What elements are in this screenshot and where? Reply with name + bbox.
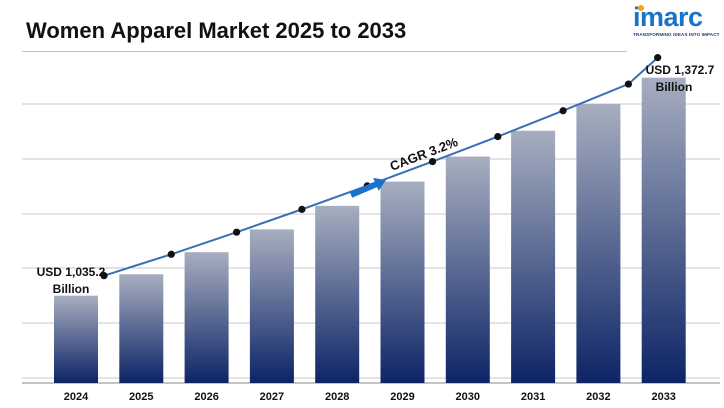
x-tick-label: 2026 [194,391,218,403]
x-tick-label: 2025 [129,391,153,403]
bar-2026 [184,252,229,383]
cagr-arrow-icon [373,177,386,191]
x-tick-label: 2030 [456,391,480,403]
trend-marker-2033 [654,54,662,62]
trend-marker-2031 [559,107,567,115]
x-tick-label: 2024 [64,391,89,403]
start-unit-label: Billion [53,282,90,296]
chart-title: Women Apparel Market 2025 to 2033 [26,18,407,43]
logo-dot-icon [638,5,644,11]
trend-marker-2026 [233,228,241,236]
logo-tagline: TRANSFORMING IDEAS INTO IMPACT [633,32,720,37]
x-tick-label: 2031 [521,391,545,403]
end-unit-label: Billion [656,80,693,94]
bar-2027 [249,229,294,383]
logo-wordmark: imarc [633,2,703,32]
trend-marker-2029 [428,157,437,166]
bar-2024 [54,295,98,383]
x-tick-label: 2027 [260,391,284,403]
bar-2033 [641,77,686,383]
trend-marker-2027 [298,205,306,213]
imarc-logo: imarc TRANSFORMING IDEAS INTO IMPACT [633,2,720,40]
bars [54,77,686,384]
bar-2030 [445,156,490,383]
bar-2025 [119,274,164,383]
bar-2029 [380,181,425,383]
trend-marker-2025 [167,250,175,258]
cagr-arrow-shaft [349,179,382,198]
end-value-label: USD 1,372.7 [646,63,715,77]
title-divider [22,51,627,52]
trend-marker-2024 [100,272,108,280]
x-tick-label: 2028 [325,391,349,403]
trend-polyline [103,56,659,277]
x-tick-label: 2029 [390,391,414,403]
x-tick-label: 2033 [651,391,675,403]
trend-marker-2032 [624,80,633,88]
tick-labels: 2024 2025 2026 2027 2028 2029 2030 2031 2032 2033 [64,391,676,403]
x-tick-label: 2032 [586,391,610,403]
bar-2032 [576,104,621,384]
bar-2028 [315,205,360,383]
start-value-label: USD 1,035.2 [37,265,106,279]
trend-marker-2030 [494,132,502,141]
bar-2031 [511,130,556,383]
